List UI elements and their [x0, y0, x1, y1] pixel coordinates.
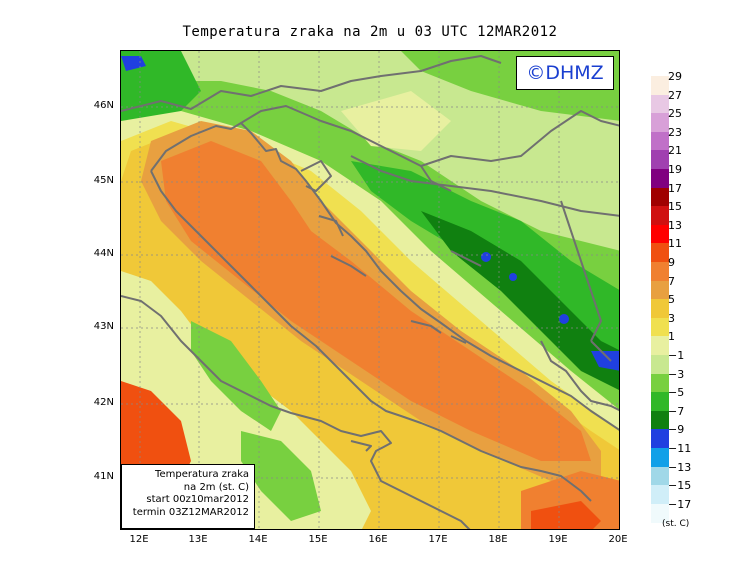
legend-swatch	[651, 466, 669, 486]
map-title: Temperatura zraka na 2m u 03 UTC 12MAR20…	[182, 24, 558, 40]
country-borders	[121, 55, 619, 412]
legend-swatch	[651, 224, 669, 244]
legend-label: 29	[668, 70, 682, 83]
legend-label: −17	[668, 497, 692, 511]
legend-label: 1	[668, 330, 675, 344]
temperature-map	[120, 50, 620, 530]
lat-label-44n: 44N	[93, 248, 114, 259]
legend-swatch	[651, 373, 669, 393]
lat-label-45n: 45N	[93, 175, 114, 186]
lon-label-15e: 15E	[308, 534, 328, 545]
legend-swatch	[651, 355, 669, 374]
legend-swatch	[651, 280, 669, 300]
legend-label: −9	[668, 423, 685, 437]
zone-dark-green-inland	[421, 211, 619, 390]
cold-spot-1	[481, 252, 491, 262]
zone-pale-north	[341, 91, 451, 151]
zone-italy-green	[191, 321, 281, 431]
info-line-3: start 00z10mar2012	[146, 494, 249, 505]
coastlines	[121, 122, 619, 529]
legend-label: −13	[668, 460, 692, 474]
legend-swatch	[651, 392, 669, 412]
legend-label: 11	[668, 237, 682, 251]
legend-label: 25	[668, 107, 682, 121]
zone-ionian-warm	[531, 501, 601, 529]
info-line-2: na 2m (st. C)	[183, 481, 249, 493]
legend-swatch	[651, 169, 669, 188]
legend-swatch	[651, 336, 669, 356]
legend-label: 23	[668, 125, 682, 139]
legend-label: 3	[668, 311, 675, 325]
legend-label: 7	[668, 274, 675, 288]
cold-spot-4	[591, 351, 619, 371]
lon-label-13e: 13E	[188, 534, 208, 545]
dhmz-logo: ©DHMZ	[516, 56, 614, 90]
graticule	[121, 51, 619, 529]
legend-label: 17	[668, 181, 682, 195]
legend-swatch	[651, 317, 669, 337]
legend-label: 9	[668, 256, 675, 269]
info-box: Temperatura zraka na 2m (st. C) start 00…	[121, 464, 255, 529]
legend-swatch	[651, 448, 669, 467]
zone-sea-dark	[161, 141, 591, 461]
legend-units: (st. C)	[662, 519, 690, 529]
legend-label: 21	[668, 144, 682, 158]
legend-swatch	[651, 503, 669, 523]
legend-swatch	[651, 187, 669, 207]
legend-label: −5	[668, 386, 685, 400]
lon-label-12e: 12E	[129, 534, 149, 545]
lat-label-41n: 41N	[93, 471, 114, 482]
legend-label: −3	[668, 367, 685, 381]
legend-label: −15	[668, 479, 692, 493]
legend-swatch	[651, 131, 669, 151]
info-line-1: Temperatura zraka	[155, 469, 249, 480]
legend-swatch	[651, 410, 669, 430]
zone-italy-green-2	[241, 431, 321, 521]
legend-swatch	[651, 76, 669, 95]
legend-label: −1	[668, 349, 685, 362]
legend-swatch	[651, 150, 669, 170]
legend-swatch	[651, 299, 669, 319]
legend-label: 19	[668, 163, 682, 176]
legend-label: −11	[668, 442, 692, 455]
legend-label: 5	[668, 293, 675, 307]
lon-label-16e: 16E	[368, 534, 388, 545]
zone-light-green-north	[121, 51, 619, 251]
info-line-4: termin 03Z12MAR2012	[132, 506, 249, 518]
legend-label: 27	[668, 88, 682, 102]
legend-swatch	[651, 243, 669, 263]
map-canvas	[121, 51, 619, 529]
zone-mid-green-inland	[351, 161, 619, 390]
legend-swatch	[651, 262, 669, 281]
lon-label-17e: 17E	[428, 534, 448, 545]
legend-swatch	[651, 429, 669, 449]
lat-label-46n: 46N	[93, 100, 114, 111]
lat-label-43n: 43N	[93, 321, 114, 332]
cold-spot-2	[509, 273, 517, 281]
lon-label-19e: 19E	[548, 534, 568, 545]
legend-label: 13	[668, 218, 682, 232]
lon-label-20e: 20E	[608, 534, 628, 545]
lat-label-42n: 42N	[93, 397, 114, 408]
lon-label-14e: 14E	[248, 534, 268, 545]
legend-label: 15	[668, 200, 682, 214]
cold-spot-3	[559, 314, 569, 324]
legend-swatch	[651, 94, 669, 114]
legend-swatch	[651, 113, 669, 133]
lon-label-18e: 18E	[488, 534, 508, 545]
legend-label: −7	[668, 404, 685, 418]
legend-swatch	[651, 206, 669, 226]
legend-swatch	[651, 485, 669, 505]
